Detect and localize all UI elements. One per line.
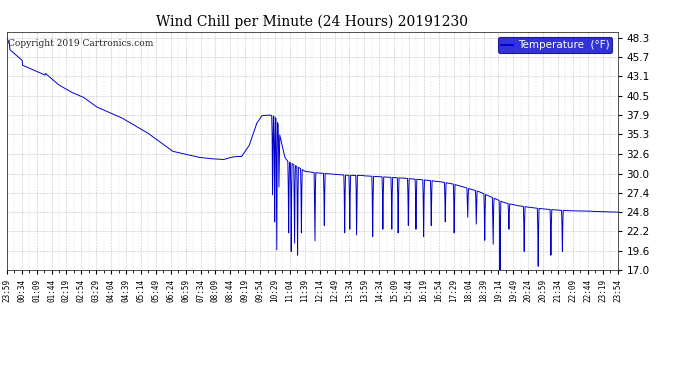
- Text: Copyright 2019 Cartronics.com: Copyright 2019 Cartronics.com: [8, 39, 153, 48]
- Title: Wind Chill per Minute (24 Hours) 20191230: Wind Chill per Minute (24 Hours) 2019123…: [156, 15, 469, 29]
- Legend: Temperature  (°F): Temperature (°F): [497, 37, 612, 53]
